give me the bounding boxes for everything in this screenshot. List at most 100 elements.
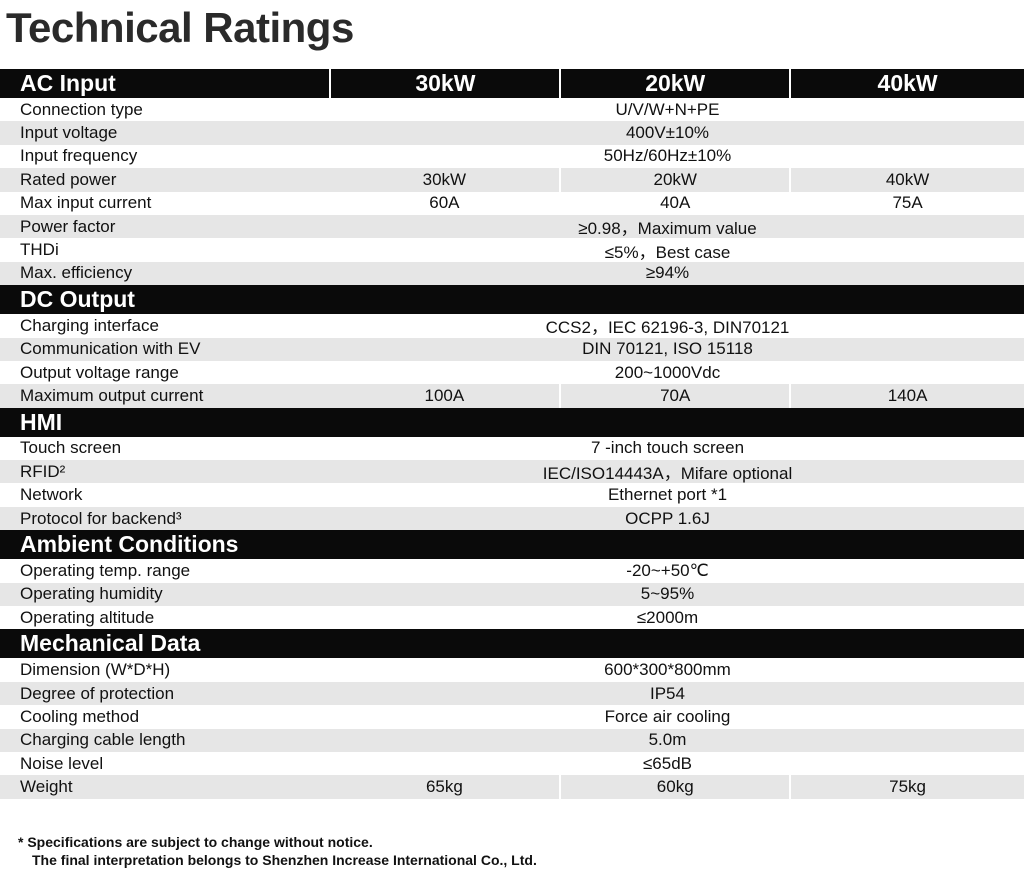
- spec-row: Network Ethernet port *1: [0, 483, 1024, 506]
- spec-label: Input voltage: [20, 123, 118, 143]
- spec-row: Output voltage range 200~1000Vdc: [0, 361, 1024, 384]
- spec-value: Force air cooling: [604, 706, 731, 726]
- spec-table: AC Input 30kW 20kW 40kW Connection type U/V/W…: [0, 69, 1024, 799]
- spec-row: Protocol for backend³ OCPP 1.6J: [0, 506, 1024, 531]
- spec-value: IP54: [650, 683, 685, 703]
- spec-value: 100A: [424, 385, 465, 405]
- spec-row: Operating temp. range -20~+50℃: [0, 559, 1024, 582]
- spec-label: Touch screen: [20, 438, 122, 458]
- spec-value: 40kW: [789, 168, 1024, 192]
- spec-value: 600*300*800mm: [604, 660, 731, 680]
- column-header: 20kW: [559, 69, 789, 98]
- spec-value: OCPP 1.6J: [625, 508, 710, 528]
- spec-label: Charging cable length: [20, 730, 186, 750]
- spec-label: Cooling method: [20, 706, 140, 726]
- spec-label: Charging interface: [20, 315, 159, 335]
- column-header: 30kW: [329, 69, 559, 98]
- section-header-ac-input: AC Input 30kW 20kW 40kW: [0, 69, 1024, 98]
- spec-row: Weight 65kg 60kg 75kg: [0, 775, 1024, 799]
- spec-label: Rated power: [20, 169, 117, 189]
- spec-value: ≥94%: [645, 263, 690, 283]
- spec-label: Dimension (W*D*H): [20, 660, 171, 680]
- spec-row: Operating altitude ≤2000m: [0, 606, 1024, 629]
- spec-row: Charging cable length 5.0m: [0, 728, 1024, 752]
- column-header: 40kW: [789, 69, 1024, 98]
- spec-value: U/V/W+N+PE: [615, 99, 720, 119]
- spec-label: Operating altitude: [20, 607, 155, 627]
- spec-value: IEC/ISO14443A，Mifare optional: [542, 464, 793, 484]
- spec-value: CCS2，IEC 62196-3, DIN70121: [545, 318, 790, 338]
- spec-label: Protocol for backend³: [20, 508, 182, 528]
- spec-label: Power factor: [20, 216, 116, 236]
- spec-label: RFID²: [20, 461, 66, 481]
- spec-label: Input frequency: [20, 146, 138, 166]
- spec-value: 75A: [789, 191, 1024, 215]
- spec-row: Input frequency 50Hz/60Hz±10%: [0, 145, 1024, 168]
- spec-value: 65kg: [425, 777, 463, 797]
- section-header-mechanical-data: Mechanical Data: [0, 629, 1024, 659]
- spec-row: Cooling method Force air cooling: [0, 705, 1024, 728]
- spec-row: Dimension (W*D*H) 600*300*800mm: [0, 658, 1024, 681]
- spec-value: ≥0.98，Maximum value: [578, 219, 757, 239]
- section-title: DC Output: [20, 286, 135, 313]
- spec-value: 5.0m: [648, 730, 687, 750]
- spec-value: 60A: [429, 193, 460, 213]
- spec-label: THDi: [20, 240, 59, 260]
- section-title: AC Input: [20, 70, 116, 96]
- spec-label: Maximum output current: [20, 385, 204, 405]
- spec-row: Connection type U/V/W+N+PE: [0, 98, 1024, 121]
- spec-value: 70A: [559, 384, 789, 408]
- spec-value: 200~1000Vdc: [614, 362, 721, 382]
- spec-value: 75kg: [789, 775, 1024, 799]
- spec-label: Max. efficiency: [20, 263, 133, 283]
- spec-row: Max. efficiency ≥94%: [0, 261, 1024, 286]
- page-title: Technical Ratings: [6, 4, 354, 51]
- spec-row: Communication with EV DIN 70121, ISO 1511…: [0, 337, 1024, 361]
- section-header-hmi: HMI: [0, 407, 1024, 437]
- footnote: * Specifications are subject to change w…: [18, 833, 537, 869]
- spec-label: Weight: [20, 777, 73, 797]
- spec-value: 5~95%: [640, 584, 695, 604]
- spec-row: THDi ≤5%，Best case: [0, 238, 1024, 262]
- spec-label: Network: [20, 485, 83, 505]
- spec-row: Input voltage 400V±10%: [0, 121, 1024, 145]
- spec-value: 7 -inch touch screen: [590, 438, 745, 458]
- section-header-ambient-conditions: Ambient Conditions: [0, 530, 1024, 560]
- spec-label: Degree of protection: [20, 683, 175, 703]
- spec-value: 20kW: [559, 168, 789, 192]
- spec-row: RFID² IEC/ISO14443A，Mifare optional: [0, 460, 1024, 484]
- spec-label: Output voltage range: [20, 362, 179, 382]
- spec-value: ≤2000m: [636, 607, 699, 627]
- spec-value: 30kW: [422, 169, 467, 189]
- section-title: Mechanical Data: [20, 630, 201, 657]
- spec-row: Touch screen 7 -inch touch screen: [0, 437, 1024, 460]
- spec-value: 60kg: [559, 775, 789, 799]
- spec-value: 40A: [559, 191, 789, 215]
- spec-value: ≤65dB: [642, 753, 693, 773]
- spec-value: -20~+50℃: [626, 560, 709, 580]
- spec-value: ≤5%，Best case: [604, 242, 731, 262]
- spec-label: Operating humidity: [20, 584, 163, 604]
- spec-row: Maximum output current 100A 70A 140A: [0, 384, 1024, 408]
- spec-value: DIN 70121, ISO 15118: [582, 339, 753, 359]
- spec-label: Max input current: [20, 193, 152, 213]
- footnote-line-1: * Specifications are subject to change w…: [18, 834, 373, 850]
- spec-row: Rated power 30kW 20kW 40kW: [0, 168, 1024, 192]
- section-title: HMI: [20, 408, 63, 435]
- footnote-line-2: The final interpretation belongs to Shen…: [32, 852, 537, 868]
- spec-value: Ethernet port *1: [607, 485, 728, 505]
- spec-row: Power factor ≥0.98，Maximum value: [0, 214, 1024, 239]
- spec-row: Noise level ≤65dB: [0, 752, 1024, 775]
- spec-row: Charging interface CCS2，IEC 62196-3, DIN7…: [0, 314, 1024, 338]
- spec-value: 400V±10%: [625, 123, 710, 143]
- section-header-dc-output: DC Output: [0, 285, 1024, 315]
- section-title: Ambient Conditions: [20, 531, 239, 558]
- spec-row: Max input current 60A 40A 75A: [0, 191, 1024, 215]
- spec-value: 140A: [789, 384, 1024, 408]
- spec-value: 50Hz/60Hz±10%: [603, 146, 732, 166]
- spec-label: Communication with EV: [20, 339, 201, 359]
- spec-row: Operating humidity 5~95%: [0, 582, 1024, 607]
- spec-label: Noise level: [20, 753, 104, 773]
- spec-label: Operating temp. range: [20, 560, 191, 580]
- spec-row: Degree of protection IP54: [0, 681, 1024, 706]
